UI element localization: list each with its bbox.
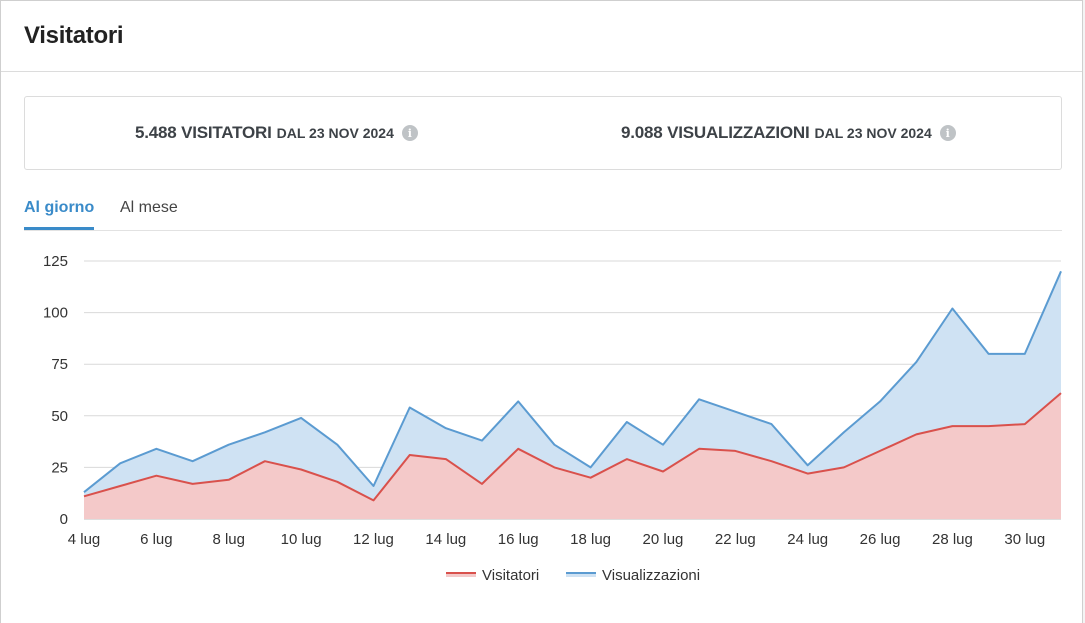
views-stat: 9.088 VISUALIZZAZIONI DAL 23 NOV 2024 i <box>621 97 956 169</box>
stats-box: 5.488 VISITATORI DAL 23 NOV 2024 i 9.088… <box>24 96 1062 170</box>
area-chart: 0 25 50 75 100 125 4 lug 6 lug 8 lug 10 lug 12 lug… <box>43 253 1062 584</box>
x-tick-label: 28 lug <box>932 531 973 548</box>
views-total: 9.088 VISUALIZZAZIONI <box>621 123 810 142</box>
legend-swatch <box>566 573 596 577</box>
x-tick-label: 30 lug <box>1004 531 1045 548</box>
info-icon[interactable]: i <box>939 125 956 141</box>
legend-item[interactable]: Visualizzazioni <box>566 567 700 584</box>
x-tick-label: 12 lug <box>353 531 394 548</box>
legend-label: Visualizzazioni <box>602 567 700 584</box>
views-since: DAL 23 NOV 2024 <box>814 125 932 141</box>
info-icon[interactable]: i <box>401 125 418 141</box>
x-tick-label: 10 lug <box>281 531 322 548</box>
legend-swatch <box>446 573 476 577</box>
x-tick-label: 22 lug <box>715 531 756 548</box>
y-tick-label: 50 <box>51 408 68 425</box>
tab-daily[interactable]: Al giorno <box>24 199 95 230</box>
x-tick-label: 16 lug <box>498 531 539 548</box>
x-tick-label: 4 lug <box>68 531 101 548</box>
panel-header: Visitatori <box>1 1 1082 72</box>
views-line <box>83 270 1062 493</box>
x-tick-label: 24 lug <box>787 531 828 548</box>
x-tick-label: 14 lug <box>425 531 466 548</box>
visitors-line <box>83 392 1062 502</box>
x-tick-label: 20 lug <box>643 531 684 548</box>
visitors-area <box>84 393 1061 519</box>
legend-item[interactable]: Visitatori <box>446 567 539 584</box>
x-tick-label: 8 lug <box>212 531 245 548</box>
period-tabs: Al giorno Al mese <box>24 192 1062 231</box>
page-title: Visitatori <box>24 22 124 49</box>
y-tick-label: 0 <box>60 511 68 528</box>
visitors-stat: 5.488 VISITATORI DAL 23 NOV 2024 i <box>135 97 418 169</box>
legend-label: Visitatori <box>482 567 539 584</box>
visitors-total: 5.488 VISITATORI <box>135 123 272 142</box>
x-tick-label: 18 lug <box>570 531 611 548</box>
visitors-since: DAL 23 NOV 2024 <box>276 125 394 141</box>
tab-monthly[interactable]: Al mese <box>120 199 178 216</box>
y-tick-label: 125 <box>43 253 68 270</box>
y-tick-label: 100 <box>43 305 68 322</box>
x-tick-label: 6 lug <box>140 531 173 548</box>
y-tick-label: 75 <box>51 356 68 373</box>
y-tick-label: 25 <box>51 459 68 476</box>
x-tick-label: 26 lug <box>860 531 901 548</box>
